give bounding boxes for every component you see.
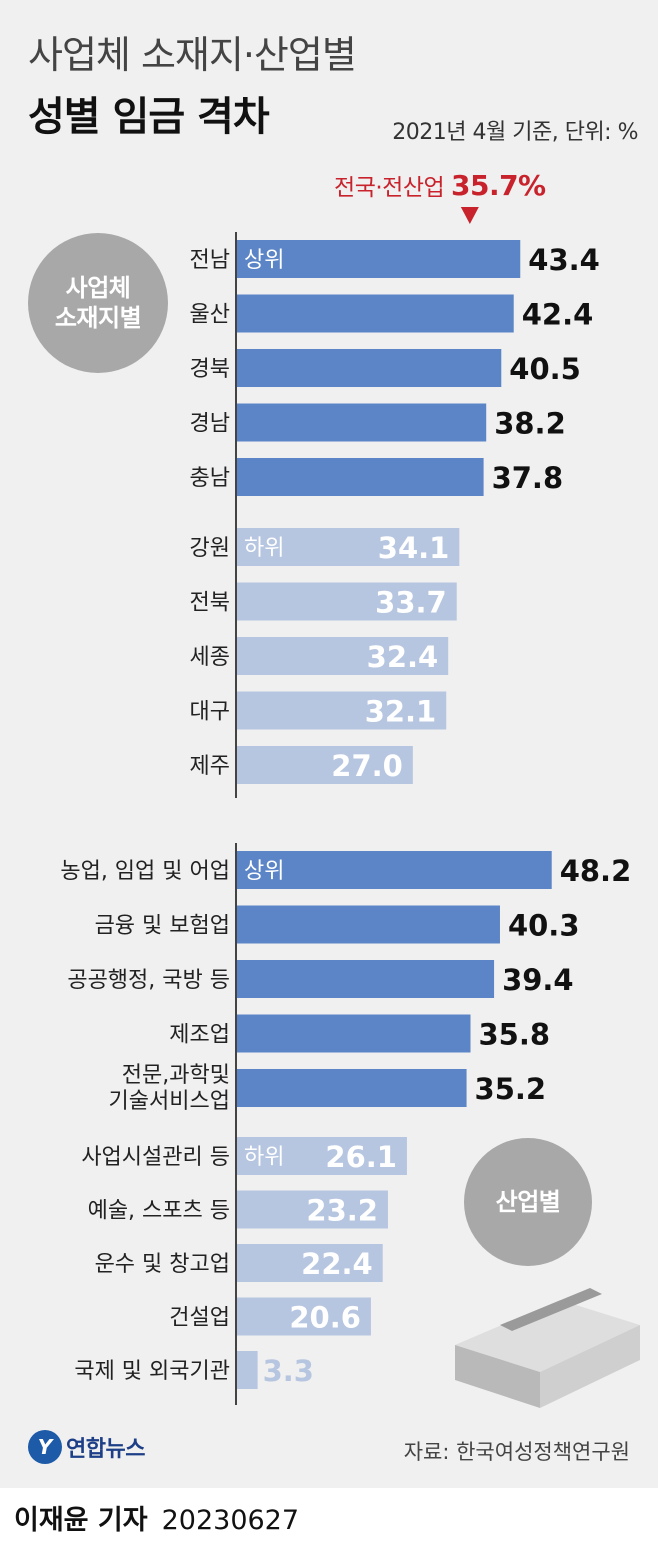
bar [236, 1014, 471, 1053]
money-stack-top [455, 1300, 640, 1372]
bar [236, 1297, 371, 1336]
byline: 이재윤 기자 20230627 [14, 1498, 299, 1537]
category-label: 대구 [190, 700, 230, 725]
category-label: 제조업 [169, 1023, 230, 1048]
bar [236, 458, 484, 496]
category-label: 경남 [190, 412, 230, 437]
data-label: 32.1 [365, 695, 437, 729]
bar [236, 905, 500, 944]
category-label: 전북 [190, 591, 230, 616]
bar [236, 294, 514, 333]
data-label: 38.2 [494, 407, 566, 441]
money-stack-illustration [455, 1288, 640, 1408]
bar [236, 1244, 383, 1282]
category-label: 예술, 스포츠 등 [88, 1199, 230, 1224]
byline-reporter: 이재윤 기자 [14, 1505, 148, 1536]
bar [236, 240, 521, 278]
rank-tag: 하위 [244, 1145, 284, 1170]
data-label: 34.1 [378, 531, 450, 565]
chart-title-line1: 사업체 소재지·산업별 [28, 33, 357, 77]
data-label: 40.5 [509, 352, 581, 386]
data-label: 20.6 [289, 1301, 361, 1335]
national-average-marker [460, 207, 479, 224]
data-label: 48.2 [560, 854, 632, 888]
category-label: 건설업 [169, 1306, 230, 1331]
data-label: 22.4 [301, 1247, 373, 1281]
yonhap-logo-text: 연합뉴스 [66, 1437, 145, 1462]
category-label: 농업, 임업 및 어업 [60, 859, 230, 884]
category-label: 충남 [190, 466, 230, 491]
rank-tag: 상위 [244, 248, 284, 273]
category-label: 전문,과학및 기술서비스업 [109, 1063, 230, 1114]
money-stack-right [540, 1325, 640, 1408]
category-label: 전남 [190, 248, 230, 273]
bar [236, 746, 413, 784]
yonhap-logo: Y 연합뉴스 [28, 1430, 145, 1464]
bar [236, 349, 502, 387]
industry-section-badge: 산업별 [464, 1138, 592, 1266]
money-stack-left [455, 1345, 540, 1408]
category-label: 사업시설관리 등 [81, 1145, 230, 1170]
category-label: 경북 [190, 357, 230, 382]
bar [236, 851, 552, 889]
data-label: 26.1 [325, 1140, 397, 1174]
yonhap-logo-icon: Y [28, 1430, 62, 1464]
data-label: 40.3 [508, 909, 580, 943]
data-label: 32.4 [367, 640, 439, 674]
bar [236, 582, 457, 621]
rank-tag: 상위 [244, 859, 284, 884]
bar [236, 960, 495, 998]
category-label: 강원 [190, 536, 230, 561]
data-label: 39.4 [502, 963, 574, 997]
data-label: 37.8 [492, 461, 564, 495]
bar [236, 1137, 407, 1175]
national-average-name: 전국·전산업 [334, 175, 445, 201]
bar [236, 1190, 388, 1229]
category-label: 울산 [190, 303, 230, 328]
data-label: 35.2 [475, 1072, 547, 1106]
data-label: 33.7 [375, 586, 447, 620]
category-label: 세종 [190, 645, 230, 670]
bar [236, 1351, 258, 1389]
data-label: 27.0 [331, 749, 403, 783]
region-section-badge: 사업체 소재지별 [28, 233, 168, 373]
category-label: 공공행정, 국방 등 [67, 968, 230, 993]
data-label: 43.4 [528, 243, 600, 277]
source-note: 자료: 한국여성정책연구원 [403, 1440, 630, 1464]
data-label: 23.2 [306, 1194, 378, 1228]
category-label: 국제 및 외국기관 [74, 1359, 230, 1384]
category-label: 제주 [190, 754, 230, 779]
bar [236, 528, 460, 566]
chart-title-line2: 성별 임금 격차 [28, 94, 270, 140]
bar [236, 1069, 467, 1107]
rank-tag: 하위 [244, 536, 284, 561]
data-label: 3.3 [263, 1354, 314, 1388]
data-label: 42.4 [522, 298, 594, 332]
bar [236, 691, 447, 730]
national-average-label: 전국·전산업 35.7% [334, 168, 546, 202]
category-label: 금융 및 보험업 [95, 914, 230, 939]
data-label: 35.8 [478, 1018, 550, 1052]
money-stack-band [500, 1288, 602, 1331]
category-label: 운수 및 창고업 [95, 1252, 230, 1277]
chart-subtitle: 2021년 4월 기준, 단위: % [392, 120, 638, 145]
byline-date: 20230627 [161, 1505, 300, 1536]
bar [236, 637, 449, 675]
national-average-value: 35.7% [450, 169, 546, 202]
bar [236, 403, 487, 442]
